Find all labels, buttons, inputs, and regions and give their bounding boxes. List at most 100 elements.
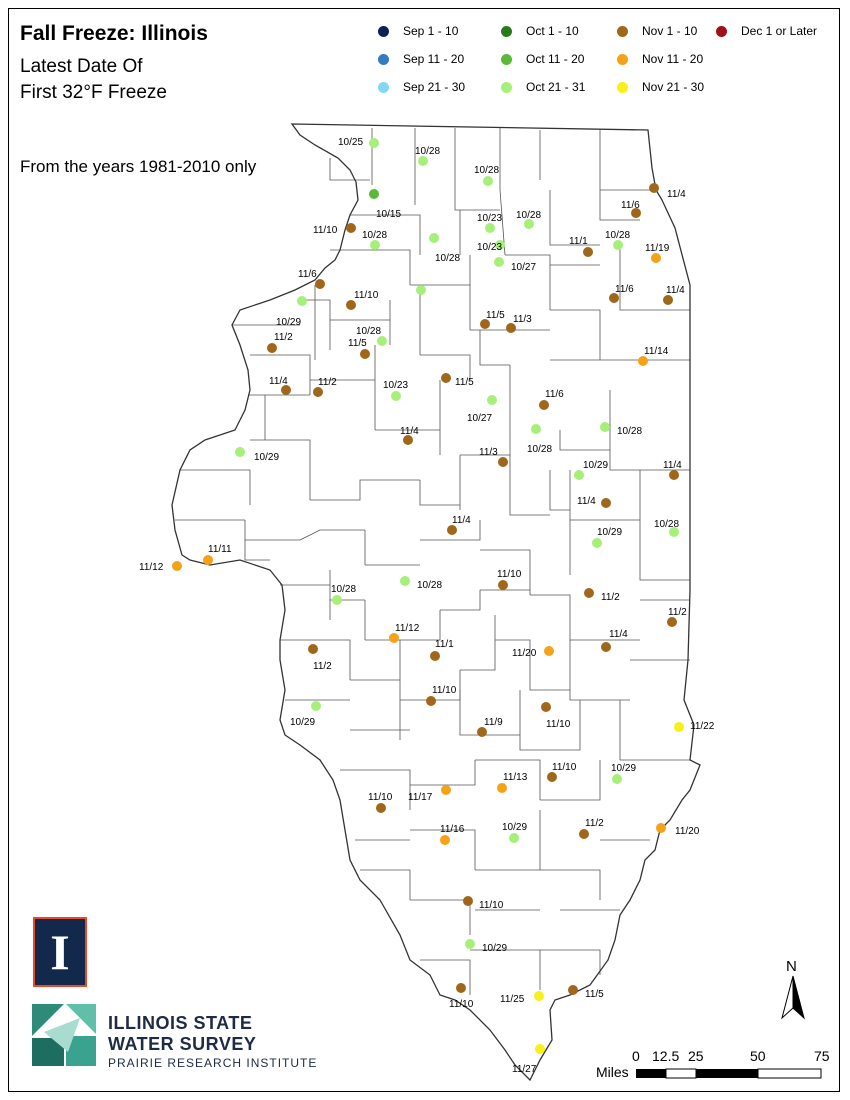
station-marker xyxy=(583,247,593,257)
station-date-label: 11/12 xyxy=(395,623,420,634)
county-boundary xyxy=(454,128,500,211)
station-marker xyxy=(369,189,379,199)
station-marker xyxy=(440,835,450,845)
legend-item: Sep 11 - 20 xyxy=(378,52,464,66)
legend-item: Sep 21 - 30 xyxy=(378,80,465,94)
station-date-label: 11/10 xyxy=(354,290,379,301)
county-boundary xyxy=(505,254,551,310)
station-marker xyxy=(601,642,611,652)
station-marker xyxy=(584,588,594,598)
station-marker xyxy=(485,223,495,233)
station-marker xyxy=(416,285,426,295)
station-date-label: 11/20 xyxy=(512,648,537,659)
station-marker xyxy=(574,470,584,480)
station-marker xyxy=(667,617,677,627)
station-date-label: 11/4 xyxy=(452,515,471,526)
county-boundary xyxy=(569,640,630,701)
station-marker xyxy=(418,156,428,166)
station-marker xyxy=(441,373,451,383)
station-date-label: 11/2 xyxy=(313,661,332,672)
station-marker xyxy=(506,323,516,333)
legend-label: Nov 21 - 30 xyxy=(642,80,705,94)
station-marker xyxy=(669,527,679,537)
station-marker xyxy=(389,633,399,643)
station-date-label: 11/3 xyxy=(513,314,532,325)
county-boundary xyxy=(460,615,496,671)
university-logo: I xyxy=(33,917,87,987)
station-date-label: 11/4 xyxy=(666,285,685,296)
scale-tick-label: 0 xyxy=(632,1048,640,1064)
station-marker xyxy=(235,447,245,457)
county-boundary xyxy=(360,869,411,900)
station-date-label: 10/28 xyxy=(474,165,499,176)
station-date-label: 11/9 xyxy=(484,717,503,728)
scale-tick-label: 12.5 xyxy=(652,1048,680,1064)
county-boundary xyxy=(549,470,570,511)
county-boundary xyxy=(509,455,550,516)
station-marker xyxy=(498,580,508,590)
station-date-label: 11/10 xyxy=(368,792,393,803)
station-date-label: 10/28 xyxy=(527,444,552,455)
legend-label: Oct 11 - 20 xyxy=(526,52,585,66)
county-boundary xyxy=(479,330,510,366)
station-date-label: 11/4 xyxy=(269,376,288,387)
county-boundary xyxy=(420,520,481,541)
station-marker xyxy=(370,240,380,250)
scale-bar xyxy=(636,1068,822,1079)
station-marker xyxy=(568,985,578,995)
station-date-label: 11/6 xyxy=(615,284,634,295)
legend-label: Dec 1 or Later xyxy=(741,24,818,38)
map-title: Fall Freeze: Illinois xyxy=(20,22,208,45)
station-date-label: 10/27 xyxy=(511,262,536,273)
station-marker xyxy=(649,183,659,193)
station-date-label: 10/29 xyxy=(583,460,608,471)
station-marker xyxy=(441,785,451,795)
station-marker xyxy=(487,395,497,405)
logo-letter: I xyxy=(50,924,70,980)
station-date-label: 10/29 xyxy=(502,822,527,833)
station-date-label: 11/2 xyxy=(601,592,620,603)
county-boundary xyxy=(530,594,640,641)
station-date-label: 10/25 xyxy=(338,137,363,148)
years-note: From the years 1981-2010 only xyxy=(20,157,257,176)
station-marker xyxy=(541,702,551,712)
legend-label: Nov 11 - 20 xyxy=(642,52,704,66)
legend-label: Nov 1 - 10 xyxy=(642,24,698,38)
county-boundary xyxy=(329,158,370,181)
station-date-label: 11/6 xyxy=(298,269,317,280)
map-frame xyxy=(8,8,840,1092)
station-marker xyxy=(613,240,623,250)
station-marker xyxy=(531,424,541,434)
station-marker xyxy=(601,498,611,508)
station-marker xyxy=(346,223,356,233)
county-boundary xyxy=(475,759,541,800)
county-boundary xyxy=(639,520,690,581)
station-date-label: 10/29 xyxy=(254,452,279,463)
county-boundary xyxy=(180,469,251,505)
station-marker xyxy=(297,296,307,306)
station-date-label: 11/19 xyxy=(645,243,670,254)
station-marker xyxy=(447,525,457,535)
legend-label: Sep 21 - 30 xyxy=(403,80,466,94)
legend-swatch xyxy=(617,53,628,65)
station-marker xyxy=(311,701,321,711)
station-marker xyxy=(360,349,370,359)
station-marker xyxy=(203,555,213,565)
county-boundary xyxy=(469,290,550,331)
station-date-label: 10/28 xyxy=(516,210,541,221)
station-date-label: 10/29 xyxy=(276,317,301,328)
county-boundary xyxy=(609,390,690,471)
station-date-label: 10/29 xyxy=(482,943,507,954)
station-date-label: 11/20 xyxy=(675,826,700,837)
station-marker xyxy=(631,208,641,218)
county-boundary xyxy=(420,354,471,380)
station-marker xyxy=(674,722,684,732)
station-date-label: 11/1 xyxy=(569,236,588,247)
station-date-label: 11/10 xyxy=(313,225,338,236)
station-date-label: 10/28 xyxy=(435,253,460,264)
station-date-label: 10/28 xyxy=(415,146,440,157)
north-arrow-icon xyxy=(781,975,805,1020)
legend-item: Oct 21 - 31 xyxy=(501,80,585,94)
